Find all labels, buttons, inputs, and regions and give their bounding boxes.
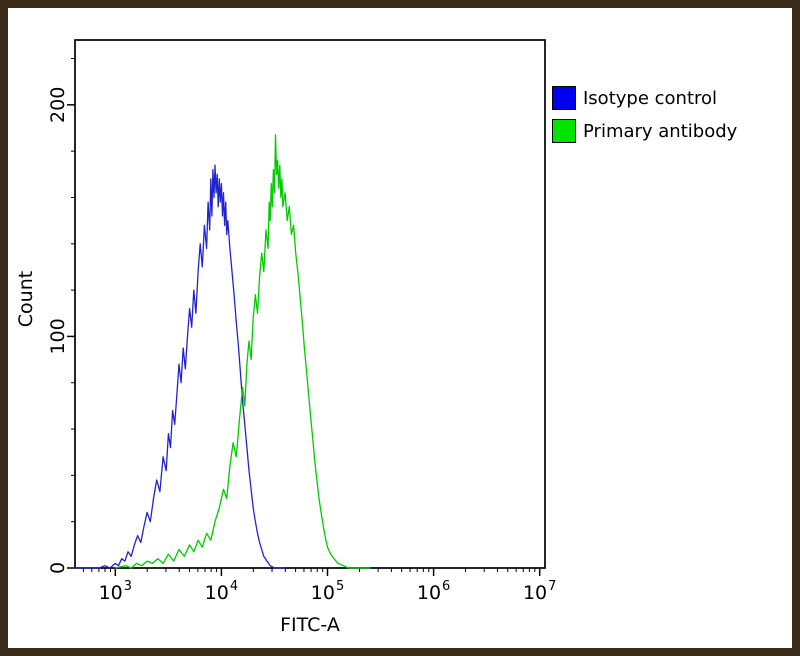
x-tick-label: 107: [523, 579, 556, 604]
y-tick-label: 200: [47, 87, 69, 123]
x-tick-label: 103: [99, 579, 132, 604]
legend: Isotype control Primary antibody: [552, 86, 737, 152]
plot-border: [74, 39, 546, 569]
isotype-control-swatch: [552, 86, 576, 110]
x-axis-title: FITC-A: [280, 614, 340, 636]
x-tick-label: 105: [311, 579, 344, 604]
isotype-control-curve: [74, 164, 286, 569]
primary-antibody-swatch: [552, 119, 576, 143]
y-tick-label: 100: [47, 318, 69, 354]
primary-antibody-curve: [114, 134, 371, 569]
x-tick-label: 104: [205, 579, 238, 604]
legend-item-primary-antibody: Primary antibody: [552, 119, 737, 143]
legend-item-isotype-control: Isotype control: [552, 86, 737, 110]
y-axis-title: Count: [15, 270, 37, 328]
flow-cytometry-plot: 103 104 105 106 107 0 100 200: [47, 39, 556, 604]
x-tick-label: 106: [417, 579, 450, 604]
legend-label-primary-antibody: Primary antibody: [583, 120, 738, 142]
legend-label-isotype-control: Isotype control: [583, 87, 718, 109]
y-tick-label: 0: [47, 562, 69, 574]
